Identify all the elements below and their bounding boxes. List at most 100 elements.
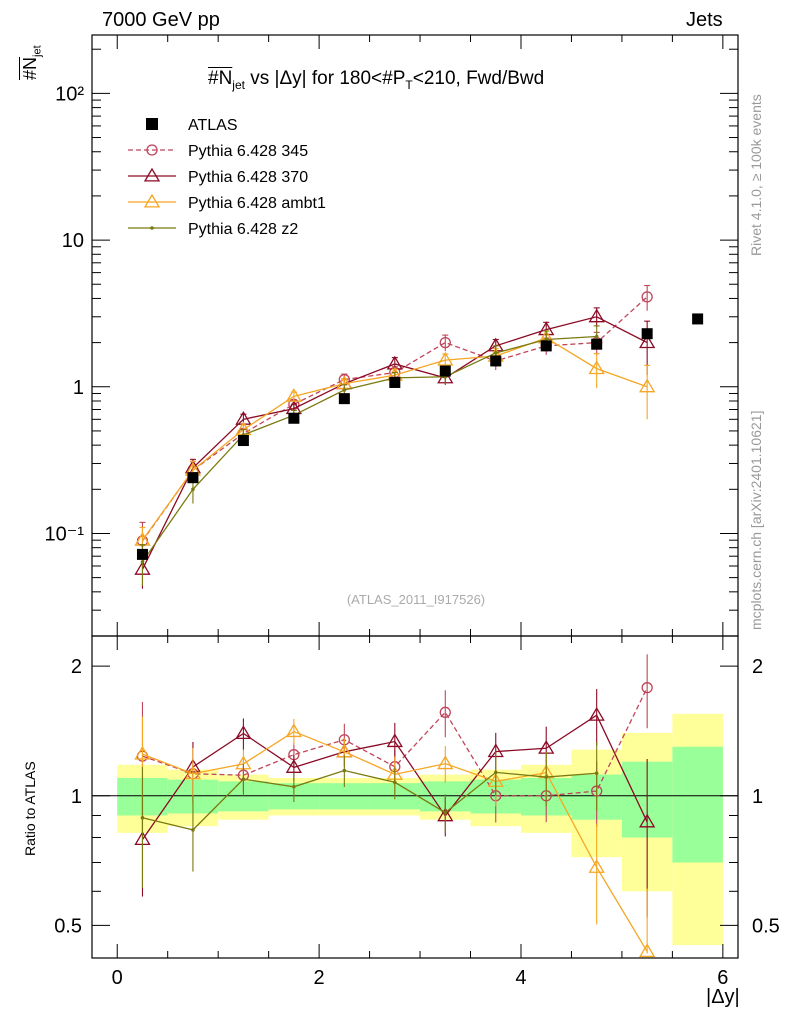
mc-marker-ratio: [184, 765, 202, 780]
mc-marker-ratio: [439, 706, 451, 718]
data-point: [641, 328, 653, 340]
mc-line-main: [141, 316, 648, 570]
mc-marker-ratio: [641, 682, 653, 694]
mc-marker-ratio: [292, 784, 296, 789]
data-point: [187, 472, 199, 484]
axis-ticks: [92, 35, 738, 958]
ratio-tick-label-right: 2: [752, 656, 763, 678]
ratio-tick-label-left: 0.5: [54, 915, 82, 937]
mc-marker-ratio: [493, 770, 498, 775]
mc-marker-main: [639, 334, 656, 349]
y-tick-label: 10⁻¹: [45, 523, 85, 545]
legend-marker: [143, 193, 161, 208]
x-tick-label: 2: [314, 967, 325, 989]
mc-marker-ratio: [639, 943, 656, 958]
mc-marker-ratio: [588, 859, 605, 873]
mc-marker-main: [235, 411, 252, 425]
ratio-band-inner: [672, 746, 723, 863]
mc-line-main: [141, 335, 597, 563]
title-middle: vs |Δy| for 180<#P: [244, 68, 406, 89]
data-point: [692, 313, 704, 325]
title-suffix: <210, Fwd/Bwd: [412, 68, 545, 89]
mc-marker-ratio: [393, 780, 397, 785]
mc-marker-ratio: [241, 777, 246, 781]
mc-marker-ratio: [588, 706, 605, 721]
data-point: [540, 340, 552, 352]
header-energy: 7000 GeV pp: [102, 9, 220, 31]
mc-marker-ratio: [437, 755, 454, 770]
mc-marker-main: [639, 378, 656, 393]
mc-marker-ratio: [443, 810, 448, 815]
mc-marker-ratio: [134, 745, 151, 760]
mc-marker-ratio: [140, 816, 145, 820]
mc-marker-main: [641, 291, 653, 303]
x-tick-label: 6: [717, 967, 728, 989]
y-axis-label: #Njet: [20, 45, 44, 80]
mc-marker-main: [439, 336, 451, 349]
rivet-version-label: Rivet 4.1.0, ≥ 100k events: [748, 94, 764, 256]
data-point: [591, 338, 603, 350]
axis-tick-labels: 0 2 4 6 10⁻¹ 1 10 10² 0.5 0.5 1 1 2 2: [45, 83, 780, 989]
mc-marker-main: [493, 351, 498, 355]
y-axis-label-sub: jet: [31, 45, 44, 57]
mc-marker-main: [342, 388, 347, 392]
legend-label: Pythia 6.428 ambt1: [188, 195, 326, 212]
chart-title: #Njet vs |Δy| for 180<#PT<210, Fwd/Bwd: [208, 68, 544, 92]
mc-series-group: [134, 284, 656, 958]
x-tick-label: 4: [515, 967, 526, 989]
data-point: [237, 435, 249, 447]
mc-line-ratio: [142, 769, 597, 831]
legend-marker: [146, 144, 158, 156]
ratio-uncertainty-bands: [117, 713, 723, 946]
ratio-frame: [91, 635, 739, 959]
data-point: [389, 376, 401, 388]
ratio-tick-label-left: 1: [71, 786, 82, 808]
mc-marker-ratio: [639, 813, 656, 828]
x-axis-label: |Δy|: [706, 986, 740, 1008]
y-tick-label: 10²: [55, 83, 84, 105]
legend-label: Pythia 6.428 z2: [188, 221, 298, 238]
y-axis-label-main: #N: [20, 56, 40, 80]
mc-line-main: [141, 296, 648, 542]
header-process: Jets: [686, 9, 723, 31]
mc-marker-main: [437, 351, 454, 366]
mc-marker-ratio: [594, 771, 599, 776]
title-sub-t: T: [405, 77, 413, 92]
legend-marker: [143, 167, 161, 182]
mc-marker-ratio: [342, 768, 347, 773]
data-point: [288, 412, 300, 424]
mc-marker-ratio: [544, 775, 549, 779]
mc-marker-ratio: [386, 733, 403, 748]
ratio-axis-label: Ratio to ATLAS: [22, 761, 38, 856]
mc-marker-main: [588, 308, 605, 323]
title-prefix: #N: [208, 68, 233, 89]
legend-label: Pythia 6.428 345: [188, 143, 308, 160]
legend-label: Pythia 6.428 370: [188, 169, 308, 186]
mc-marker-main: [191, 487, 195, 492]
mc-marker-ratio: [285, 759, 303, 773]
data-point: [439, 365, 451, 377]
ratio-tick-label-right: 1: [752, 786, 763, 808]
mc-marker-ratio: [191, 828, 195, 832]
legend-label-atlas: ATLAS: [188, 117, 238, 134]
title-sub-jet: jet: [232, 77, 245, 92]
mcplots-label: mcplots.cern.ch [arXiv:2401.10621]: [748, 410, 764, 630]
y-tick-label: 10: [62, 230, 84, 252]
legend-marker-atlas: [146, 118, 158, 130]
watermark-group: (ATLAS_2011_I917526): [347, 592, 485, 607]
data-point: [136, 548, 148, 560]
data-points-group: [136, 313, 704, 560]
data-point: [338, 393, 350, 405]
data-point: [490, 355, 502, 367]
mc-marker-ratio: [235, 725, 252, 740]
legend: ATLAS Pythia 6.428 345 Pythia 6.428 370 Pyt…: [128, 117, 326, 238]
mc-marker-main: [588, 360, 605, 375]
legend-marker: [150, 226, 154, 230]
ratio-tick-label-right: 0.5: [752, 915, 780, 937]
mc-marker-ratio: [285, 723, 303, 738]
mc-marker-main: [594, 334, 599, 339]
plot-frames: [91, 34, 739, 959]
x-tick-label: 0: [112, 967, 123, 989]
mc-marker-main: [140, 560, 145, 564]
